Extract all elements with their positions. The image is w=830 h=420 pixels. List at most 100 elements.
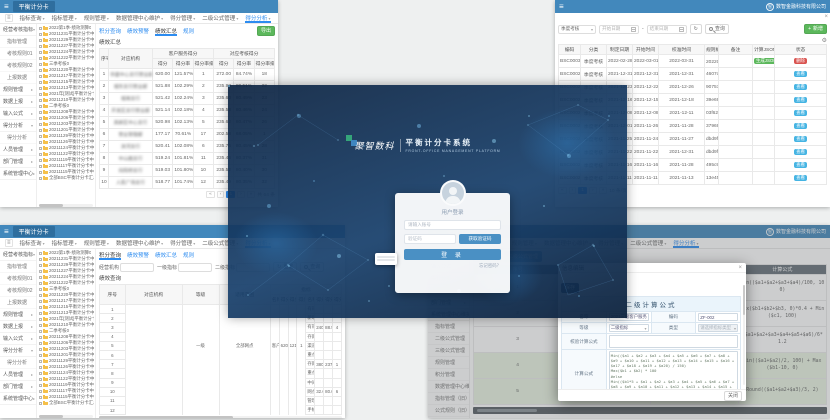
table-row[interactable]: 5 一级 全部网点 客户储蓄服务 620.00 121.57% 1 渠道阵地建设 [99, 340, 342, 351]
nav-item[interactable]: 数据管理中心维护 [116, 14, 163, 23]
sidebar-item[interactable]: 得分分析 ▾ [0, 345, 36, 357]
sidebar-item[interactable]: 数据上报 ▸ [0, 321, 36, 333]
nav-item[interactable]: 数据管理中心维护 [116, 239, 163, 248]
status-button[interactable]: 查看 [794, 83, 807, 91]
tree-item[interactable]: 20211203平衡计分卡中间结果0 [38, 121, 95, 127]
sidebar-subitem[interactable]: 考核规则02 [0, 285, 36, 297]
checkbox-icon[interactable] [39, 317, 42, 321]
generate-json-button[interactable]: 生成JSON文件 [754, 57, 774, 65]
tree-item[interactable]: 20211215平衡计分卡中间结果0 [38, 304, 95, 310]
checkbox-icon[interactable] [39, 176, 42, 180]
code-input[interactable]: ZF-002 [698, 313, 738, 321]
tree-item[interactable]: 20211206平衡计分卡中间结果0 [38, 340, 95, 346]
table-row[interactable]: 12 手机银行绑定产品户 [99, 405, 342, 416]
table-row[interactable]: 10 网点综合贡献 32.00 80.00% 6 [99, 386, 342, 397]
checkbox-icon[interactable] [39, 128, 42, 132]
menu-icon[interactable]: ≡ [4, 1, 9, 11]
checkbox-icon[interactable] [39, 335, 42, 339]
checkbox-icon[interactable] [39, 383, 42, 387]
formula-textarea[interactable]: Min(($a1 + $a2 + $a3 + $a4 + $a5 + $a6 +… [608, 351, 738, 389]
captcha-input[interactable]: 验证码 [404, 234, 456, 244]
sidebar-item[interactable]: 得分分析 ▾ [0, 120, 36, 132]
sidebar-item[interactable]: 输入公式 ▸ [0, 333, 36, 345]
checkbox-icon[interactable] [39, 122, 42, 126]
sidebar-item[interactable]: 规则管理 ▸ [0, 309, 36, 321]
sidebar-item[interactable]: 经营考核指标 ▾ [0, 249, 36, 261]
tree-item[interactable]: 20211217平衡计分卡中间结果0 [38, 298, 95, 304]
checkbox-icon[interactable] [39, 74, 42, 78]
sidebar-subitem[interactable]: 规则管理 [428, 357, 469, 369]
table-row[interactable]: BSC00029 季度考核 2021-12-31 2021-12-31 2021… [558, 67, 827, 81]
checkbox-icon[interactable] [39, 299, 42, 303]
nav-item[interactable]: 二级公式管理 [202, 239, 238, 248]
checkbox-icon[interactable] [39, 293, 42, 297]
sidebar-subitem[interactable]: 积分管理 [428, 369, 469, 381]
checkbox-icon[interactable] [39, 257, 42, 261]
nav-item[interactable]: 二级公式管理 [202, 14, 238, 23]
checkbox-icon[interactable] [39, 32, 42, 36]
checkbox-icon[interactable] [39, 281, 42, 285]
tab[interactable]: 绩效汇总 [155, 253, 178, 259]
login-button[interactable]: 登 录 [404, 249, 501, 260]
tree-scrollbar[interactable] [39, 204, 93, 207]
checkbox-icon[interactable] [39, 134, 42, 138]
checkbox-icon[interactable] [39, 62, 42, 66]
nav-item[interactable]: 规则管理 [84, 239, 109, 248]
checkbox-icon[interactable] [39, 50, 42, 54]
dialog-scrollbar[interactable] [743, 285, 745, 385]
close-icon[interactable]: × [824, 13, 828, 20]
nav-item[interactable]: 指标管理 [52, 14, 77, 23]
nav-item[interactable]: 指标查询 [20, 14, 45, 23]
nav-item[interactable]: 得分分析 [673, 239, 698, 248]
tree-item[interactable]: 20211227平衡计分卡中间结果0 [38, 268, 95, 274]
sidebar-item[interactable]: 系统管理中心 ▸ [0, 393, 36, 405]
tree-item[interactable]: 20211208平衡计分卡中间结果0 [38, 109, 95, 115]
forgot-password-link[interactable]: 忘记密码？ [479, 263, 501, 268]
tab[interactable]: 规则 [183, 28, 195, 35]
sidebar-collapse-icon[interactable]: ≡ [5, 238, 13, 248]
tree-item[interactable]: 20211213平衡计分卡中间结果0 [38, 85, 95, 91]
tree-item[interactable]: 20211115平衡计分卡中间结果0 [38, 169, 95, 175]
table-row[interactable]: 9 中间业务收入 [99, 377, 342, 388]
tree-item[interactable]: 20211210平衡计分卡中间结果0 [38, 97, 95, 103]
table-row[interactable]: 1 华盛中心支行营业部 620.00 121.57% 1 272.00 84.7… [99, 68, 276, 81]
tree-item[interactable]: 20211201平衡计分卡中间结果0 [38, 127, 95, 133]
tree-item[interactable]: 2022第1季-绩效测算0 [38, 25, 95, 31]
status-button[interactable]: 查看 [794, 135, 807, 143]
checkbox-icon[interactable] [39, 353, 42, 357]
tree-item[interactable]: 20211208平衡计分卡中间结果0 [38, 334, 95, 340]
pager-prev[interactable]: ‹ [216, 191, 225, 198]
tree-item[interactable]: 三季考核0 [38, 61, 95, 67]
sidebar-subitem[interactable]: 考核规则01 [0, 48, 36, 60]
tree-item[interactable]: 20211222平衡计分卡中间结果0 [38, 280, 95, 286]
sidebar-item[interactable]: 数据上报 ▸ [0, 96, 36, 108]
tree-item[interactable]: 20211231平衡计分卡中间结果0 [38, 256, 95, 262]
check-formula-textarea[interactable] [608, 335, 738, 348]
tree-item[interactable]: 20211224平衡计分卡中间结果0 [38, 49, 95, 55]
tree-item[interactable]: 2021年[测试]平衡计分卡结果0 [38, 91, 95, 97]
tree-item[interactable]: 20211215平衡计分卡中间结果0 [38, 79, 95, 85]
nav-item[interactable]: 指标管理 [52, 239, 77, 248]
tree-item[interactable]: 20211122平衡计分卡中间结果0 [38, 151, 95, 157]
checkbox-icon[interactable] [39, 311, 42, 315]
menu-icon[interactable]: ≡ [4, 226, 9, 236]
table-row[interactable]: 2 新增有效客户 [99, 313, 342, 324]
sidebar-item[interactable]: 规则管理 ▸ [0, 84, 36, 96]
type-select[interactable]: 请选择指标类型 ▾ [698, 324, 738, 332]
tree-item[interactable]: 20211126平衡计分卡中间结果0 [38, 364, 95, 370]
sidebar-subitem[interactable]: 指标管理 [428, 321, 469, 333]
status-button[interactable]: 查看 [794, 70, 807, 78]
tree-item[interactable]: 20211129平衡计分卡中间结果0 [38, 358, 95, 364]
close-button[interactable]: 关闭 [723, 390, 742, 401]
tree-item[interactable]: 20211206平衡计分卡中间结果0 [38, 115, 95, 121]
checkbox-icon[interactable] [39, 158, 42, 162]
tree-item[interactable]: 20211220平衡计分卡中间结果0 [38, 292, 95, 298]
checkbox-icon[interactable] [39, 38, 42, 42]
checkbox-icon[interactable] [39, 287, 42, 291]
filter-input[interactable] [120, 262, 155, 272]
tree-item[interactable]: 20211213平衡计分卡中间结果0 [38, 310, 95, 316]
table-row[interactable]: 4 存款产品 [99, 331, 342, 342]
tree-item[interactable]: 20211203平衡计分卡中间结果0 [38, 346, 95, 352]
table-row[interactable]: 8 重点产品覆盖率 [99, 368, 342, 379]
nav-item[interactable]: 规则管理 [84, 14, 109, 23]
